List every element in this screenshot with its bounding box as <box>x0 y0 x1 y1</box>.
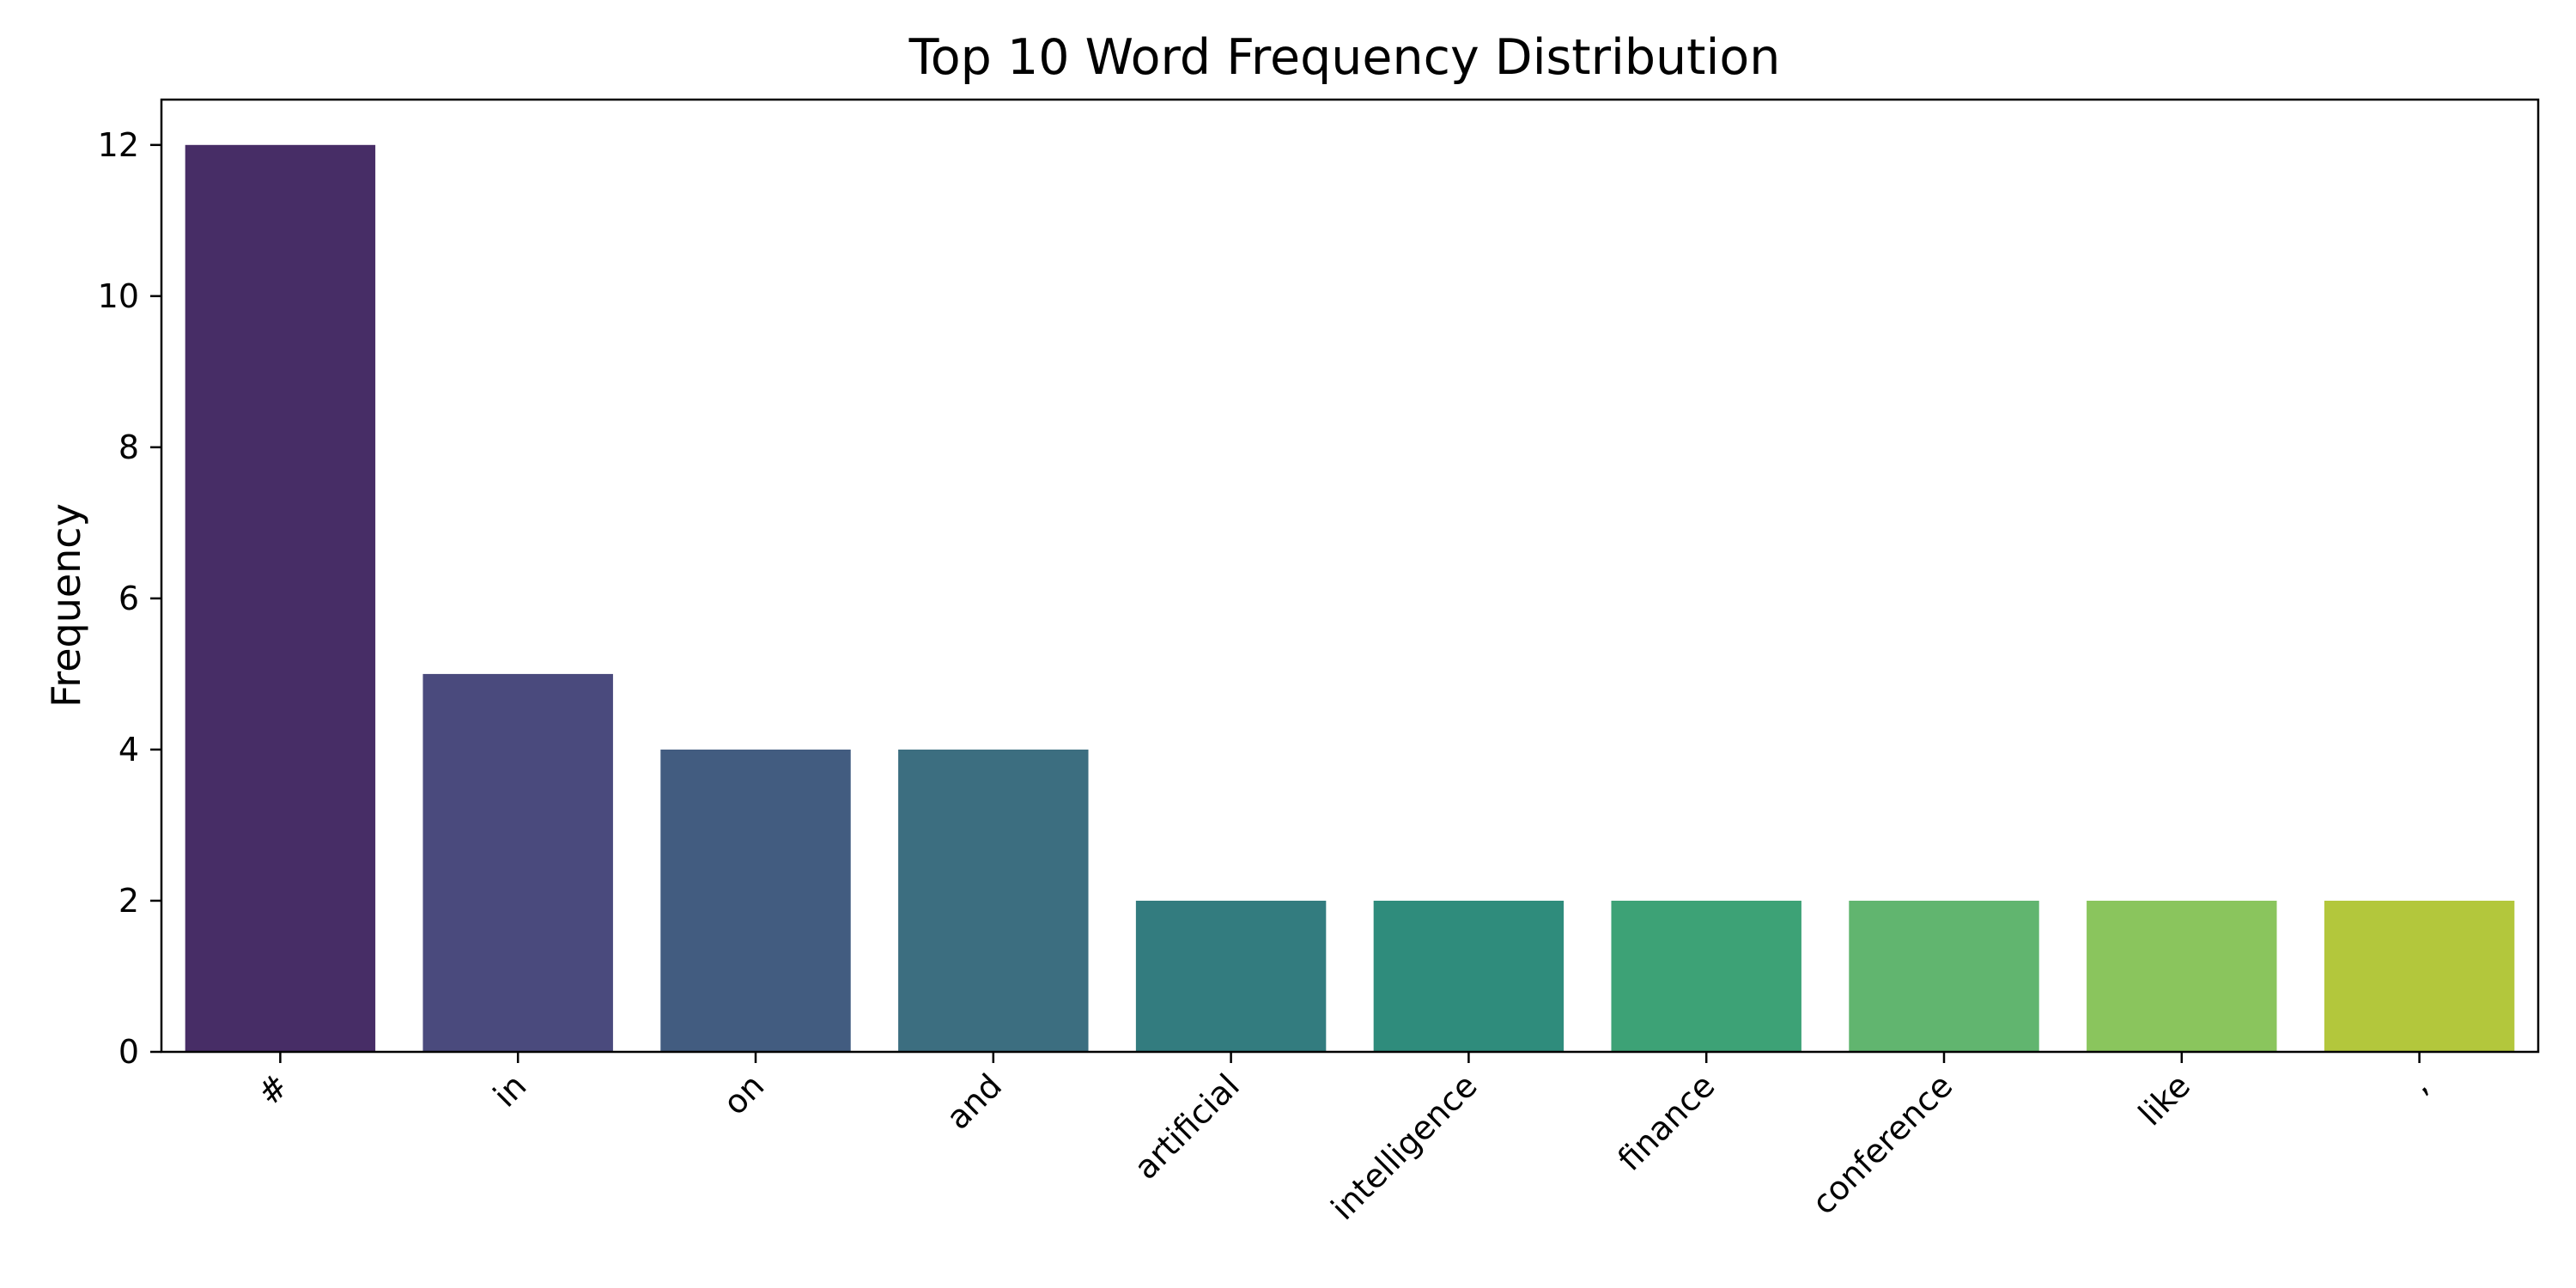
y-tick-label: 8 <box>118 428 139 466</box>
y-tick-label: 0 <box>118 1033 139 1071</box>
bars-group <box>185 144 2515 1052</box>
x-tick-label: conference <box>1805 1066 1960 1222</box>
bar-8 <box>1849 900 2039 1052</box>
bar-10 <box>2324 900 2515 1052</box>
bar-1 <box>185 144 376 1052</box>
y-axis-label: Frequency <box>43 503 89 708</box>
y-tick-label: 6 <box>118 580 139 617</box>
bar-4 <box>898 749 1089 1052</box>
x-axis-ticks: # in on and artificial intelligence finance con… <box>250 1052 2435 1227</box>
bar-9 <box>2087 900 2277 1052</box>
y-tick-label: 12 <box>98 126 139 164</box>
plot-area-frame <box>160 98 2540 1054</box>
bar-7 <box>1611 900 1801 1052</box>
y-axis-ticks: 0 2 4 6 8 10 12 <box>98 126 161 1071</box>
y-tick-label: 4 <box>118 731 139 769</box>
x-tick-label: artificial <box>1127 1066 1247 1187</box>
x-tick-label: # <box>250 1066 296 1113</box>
x-tick-label: on <box>716 1066 772 1122</box>
bar-2 <box>422 673 613 1052</box>
x-tick-label: intelligence <box>1324 1066 1485 1227</box>
chart-title: Top 10 Word Frequency Distribution <box>908 29 1781 86</box>
y-tick-label: 10 <box>98 277 139 315</box>
bar-3 <box>660 749 851 1052</box>
bar-5 <box>1135 900 1327 1052</box>
bar-6 <box>1373 900 1564 1052</box>
y-tick-label: 2 <box>118 882 139 920</box>
x-tick-label: finance <box>1611 1066 1722 1178</box>
x-tick-label: in <box>486 1066 534 1115</box>
x-tick-label: like <box>2131 1066 2197 1133</box>
x-tick-label: , <box>2401 1066 2435 1101</box>
x-tick-label: and <box>939 1066 1009 1137</box>
